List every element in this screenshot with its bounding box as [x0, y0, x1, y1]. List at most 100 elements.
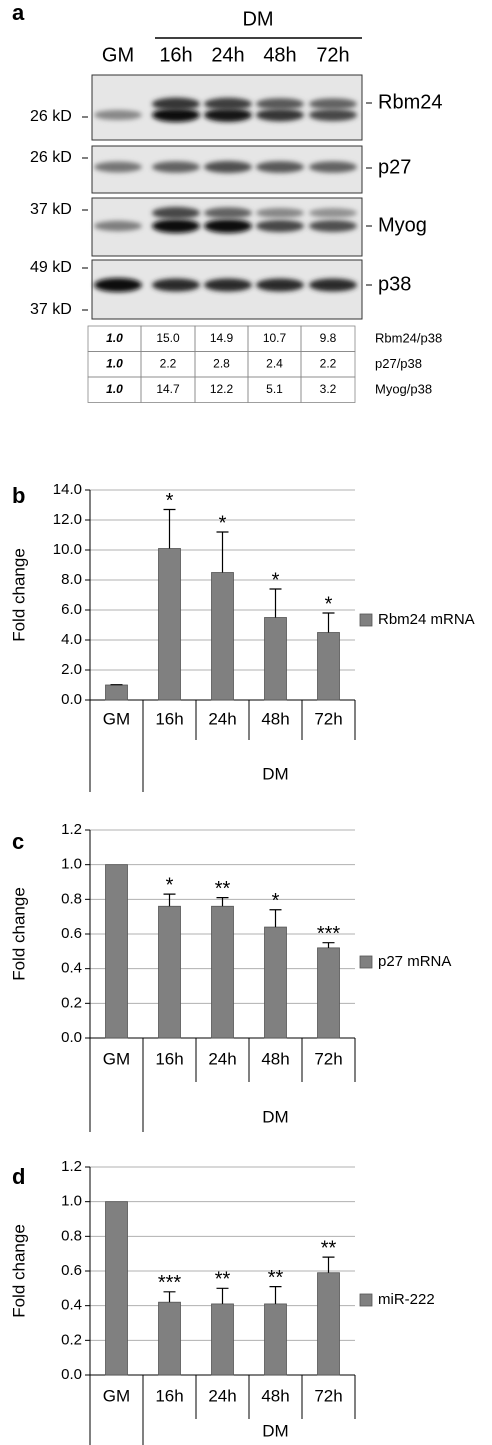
significance-mark: *	[166, 874, 174, 896]
blot-band	[152, 98, 200, 111]
y-tick-label: 0.8	[61, 890, 82, 907]
significance-mark: *	[219, 512, 227, 534]
table-value: 14.9	[210, 331, 234, 345]
table-value: 14.7	[156, 382, 180, 396]
panel-label: a	[12, 0, 25, 25]
blot-band	[256, 220, 304, 232]
blot-band	[204, 207, 252, 218]
error-bar	[270, 589, 282, 618]
x-tick-label: 72h	[314, 709, 342, 728]
x-tick-label: 48h	[261, 1386, 289, 1405]
blot-band	[152, 278, 200, 291]
y-tick-label: 1.0	[61, 856, 82, 873]
table-value: 2.4	[266, 357, 283, 371]
y-tick-label: 0.0	[61, 691, 82, 708]
y-tick-label: 0.0	[61, 1366, 82, 1383]
x-tick-label: GM	[103, 709, 130, 728]
bar	[159, 549, 181, 701]
significance-mark: **	[321, 1237, 337, 1259]
y-tick-label: 8.0	[61, 571, 82, 588]
x-tick-label: 48h	[261, 1049, 289, 1068]
blot-band	[204, 278, 252, 291]
panel-label: b	[12, 483, 25, 508]
bar	[318, 633, 340, 701]
blot-band	[256, 278, 304, 291]
blot-band	[256, 161, 304, 173]
error-bar	[270, 910, 282, 927]
x-tick-label: 48h	[261, 709, 289, 728]
y-tick-label: 0.6	[61, 925, 82, 942]
blot-band	[309, 278, 357, 291]
group-label: DM	[242, 8, 273, 30]
ratio-label: Rbm24/p38	[375, 330, 442, 345]
legend-swatch	[360, 1294, 372, 1306]
bar	[212, 1304, 234, 1375]
y-tick-label: 0.0	[61, 1029, 82, 1046]
significance-mark: *	[272, 569, 280, 591]
table-value: 1.0	[106, 357, 123, 371]
blot-band	[309, 109, 357, 121]
panel-label: c	[12, 829, 24, 854]
y-tick-label: 1.0	[61, 1193, 82, 1210]
panel-label: d	[12, 1164, 25, 1189]
protein-label: Myog	[378, 214, 427, 236]
blot-band	[309, 220, 357, 232]
y-tick-label: 12.0	[53, 511, 82, 528]
group-label: DM	[262, 1107, 288, 1126]
y-tick-label: 1.2	[61, 821, 82, 838]
legend-swatch	[360, 956, 372, 968]
error-bar	[270, 1287, 282, 1304]
x-tick-label: 24h	[208, 1049, 236, 1068]
table-value: 1.0	[106, 382, 123, 396]
y-axis-label: Fold change	[9, 1224, 28, 1318]
y-tick-label: 0.4	[61, 1297, 82, 1314]
protein-label: Rbm24	[378, 91, 442, 113]
table-value: 2.2	[320, 357, 337, 371]
table-value: 9.8	[320, 331, 337, 345]
ratio-label: Myog/p38	[375, 381, 432, 396]
marker-label: 26 kD	[30, 149, 72, 166]
figure: aDMGM16h24h48h72h26 kD26 kD37 kD49 kD37 …	[0, 0, 492, 1445]
y-tick-label: 6.0	[61, 601, 82, 618]
x-tick-label: 72h	[314, 1049, 342, 1068]
table-value: 5.1	[266, 382, 283, 396]
error-bar	[323, 1257, 335, 1273]
marker-label: 37 kD	[30, 301, 72, 318]
table-value: 2.8	[213, 357, 230, 371]
table-value: 3.2	[320, 382, 337, 396]
blot-band	[94, 162, 142, 173]
protein-label: p27	[378, 156, 411, 178]
blot-band	[204, 219, 252, 233]
significance-mark: **	[215, 878, 231, 900]
x-tick-label: 16h	[155, 1386, 183, 1405]
x-tick-label: 72h	[314, 1386, 342, 1405]
bar	[159, 906, 181, 1038]
legend-swatch	[360, 614, 372, 626]
x-tick-label: 16h	[155, 709, 183, 728]
y-axis-label: Fold change	[9, 887, 28, 981]
x-tick-label: 24h	[208, 709, 236, 728]
x-tick-label: 16h	[155, 1049, 183, 1068]
bar	[106, 865, 128, 1038]
bar	[106, 685, 128, 700]
y-tick-label: 2.0	[61, 661, 82, 678]
x-tick-label: GM	[103, 1386, 130, 1405]
marker-label: 49 kD	[30, 259, 72, 276]
bar	[318, 948, 340, 1038]
legend-label: Rbm24 mRNA	[378, 611, 475, 628]
bar	[106, 1202, 128, 1375]
table-value: 2.2	[160, 357, 177, 371]
significance-mark: *	[325, 593, 333, 615]
group-label: DM	[262, 764, 288, 783]
bar	[212, 573, 234, 701]
y-tick-label: 4.0	[61, 631, 82, 648]
bar	[265, 618, 287, 701]
x-tick-label: 24h	[208, 1386, 236, 1405]
y-tick-label: 10.0	[53, 541, 82, 558]
blot-band	[152, 161, 200, 172]
y-tick-label: 14.0	[53, 481, 82, 498]
y-tick-label: 0.6	[61, 1262, 82, 1279]
blot-band	[256, 109, 304, 122]
blot-band	[204, 98, 252, 111]
blot-band	[309, 161, 357, 172]
